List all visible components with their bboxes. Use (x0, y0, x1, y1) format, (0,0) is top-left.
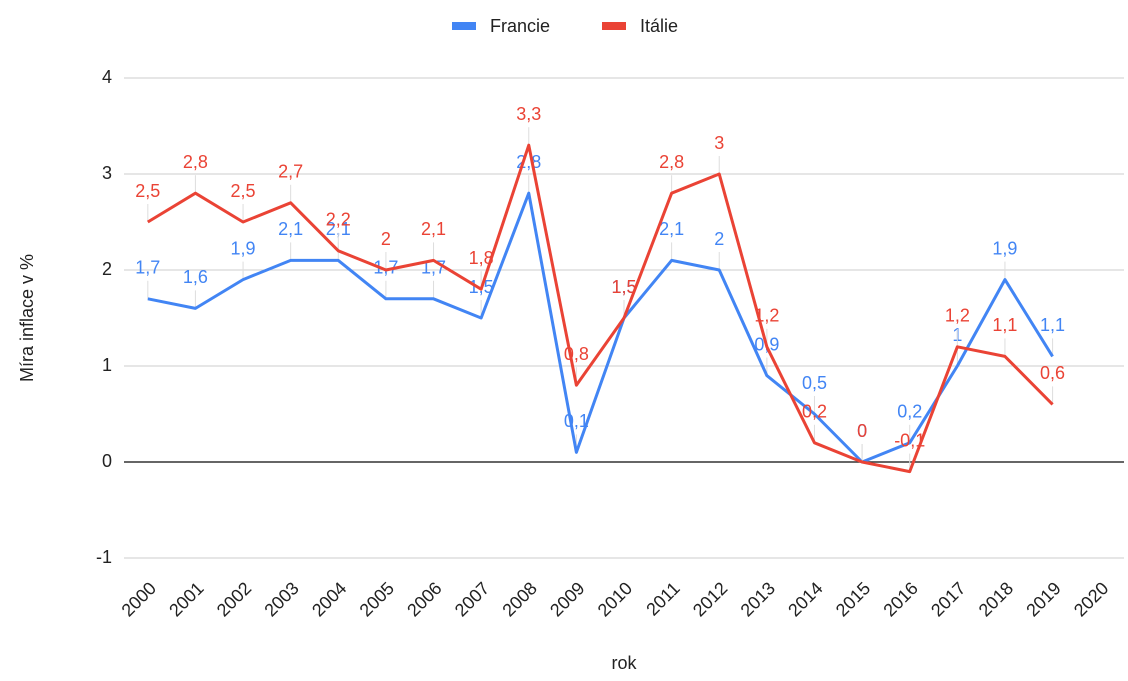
x-tick-label: 2008 (498, 578, 540, 620)
data-label: 2 (714, 229, 724, 249)
data-label: 2,8 (183, 152, 208, 172)
legend-label: Francie (490, 16, 550, 36)
data-label: 2,1 (326, 219, 351, 239)
data-label: 0,5 (802, 373, 827, 393)
data-label: 0,2 (802, 402, 827, 422)
x-tick-label: 2011 (642, 578, 684, 620)
data-label: 1,1 (1040, 315, 1065, 335)
y-tick-label: 3 (102, 163, 112, 183)
y-axis-title: Míra inflace v % (17, 254, 37, 382)
data-label: 1,7 (135, 258, 160, 278)
data-label: 2,7 (278, 162, 303, 182)
data-label: 2,1 (421, 219, 446, 239)
data-label: 0,2 (897, 402, 922, 422)
data-label: 1,2 (945, 306, 970, 326)
x-tick-label: 2006 (403, 578, 445, 620)
legend-label: Itálie (640, 16, 678, 36)
data-label: 1,1 (992, 315, 1017, 335)
x-tick-label: 2005 (356, 578, 398, 620)
data-label: 2,1 (659, 219, 684, 239)
x-tick-label: 2001 (165, 578, 207, 620)
data-label: 0 (857, 421, 867, 441)
x-tick-label: 2018 (975, 578, 1017, 620)
data-label: 2,1 (278, 219, 303, 239)
legend-swatch (452, 22, 476, 30)
x-tick-label: 2013 (737, 578, 779, 620)
data-label: 2,5 (135, 181, 160, 201)
x-tick-label: 2020 (1070, 578, 1112, 620)
data-label: 1,9 (992, 238, 1017, 258)
data-label: 3,3 (516, 104, 541, 124)
data-label: 1,6 (183, 267, 208, 287)
x-tick-label: 2019 (1022, 578, 1064, 620)
x-axis-title: rok (611, 653, 637, 673)
data-label: 2,2 (326, 210, 351, 230)
y-tick-label: 0 (102, 451, 112, 471)
data-label: 1,8 (469, 248, 494, 268)
series-line (147, 191, 1054, 464)
data-label: 3 (714, 133, 724, 153)
data-label: 2 (381, 229, 391, 249)
x-tick-label: 2015 (832, 578, 874, 620)
x-tick-label: 2016 (879, 578, 921, 620)
data-label: 2,8 (659, 152, 684, 172)
y-tick-label: 2 (102, 259, 112, 279)
legend-swatch (602, 22, 626, 30)
data-label: 1,5 (611, 277, 636, 297)
data-label: -0,1 (894, 430, 925, 450)
x-tick-label: 2004 (308, 578, 350, 620)
series-line (147, 143, 1054, 474)
x-tick-label: 2014 (784, 578, 826, 620)
x-tick-label: 2012 (689, 578, 731, 620)
x-tick-label: 2002 (213, 578, 255, 620)
data-label: 2,5 (231, 181, 256, 201)
data-label: 0 (857, 421, 867, 441)
data-label: 0,6 (1040, 363, 1065, 383)
data-label: 1,5 (611, 277, 636, 297)
x-tick-label: 2000 (118, 578, 160, 620)
data-label: 1,9 (231, 238, 256, 258)
y-tick-label: 4 (102, 67, 112, 87)
x-tick-label: 2010 (594, 578, 636, 620)
x-tick-label: 2009 (546, 578, 588, 620)
x-tick-label: 2003 (260, 578, 302, 620)
x-tick-label: 2017 (927, 578, 969, 620)
y-tick-label: 1 (102, 355, 112, 375)
x-tick-label: 2007 (451, 578, 493, 620)
y-tick-label: -1 (96, 547, 112, 567)
